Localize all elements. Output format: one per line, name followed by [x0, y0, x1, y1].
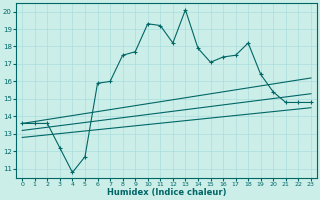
X-axis label: Humidex (Indice chaleur): Humidex (Indice chaleur)	[107, 188, 226, 197]
